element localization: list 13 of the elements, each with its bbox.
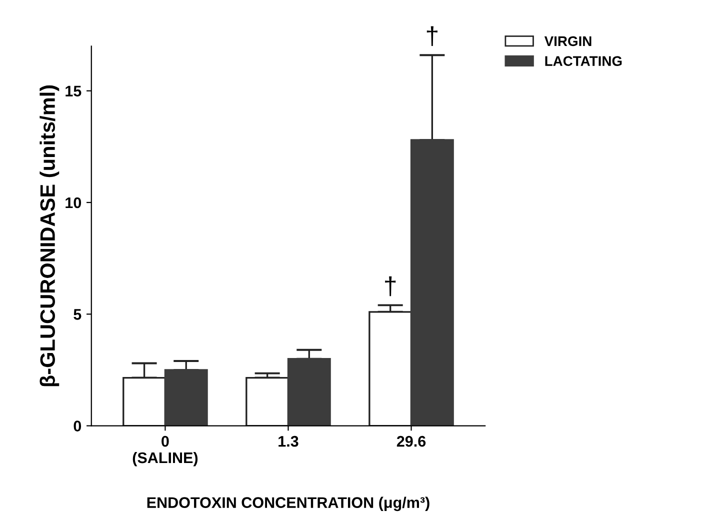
legend-label: LACTATING <box>545 56 622 66</box>
text: † <box>426 26 438 46</box>
y-axis-title: β-GLUCURONIDASE (units/ml) <box>40 85 60 386</box>
x-tick-label: 29.6 <box>396 436 426 447</box>
y-tick-label: 10 <box>66 197 82 208</box>
y-tick-label: 5 <box>74 309 82 320</box>
y-tick-label: 0 <box>74 420 82 432</box>
x-tick-label: 1.3 <box>278 436 298 447</box>
annotation: † <box>385 276 396 296</box>
y-tick-label: 15 <box>66 86 82 97</box>
legend-label: VIRGIN <box>544 36 592 46</box>
x-tick-label: 0 (SALINE) <box>132 436 198 466</box>
x-axis-title: ENDOTOXIN CONCENTRATION (μg/m³) <box>147 496 430 512</box>
